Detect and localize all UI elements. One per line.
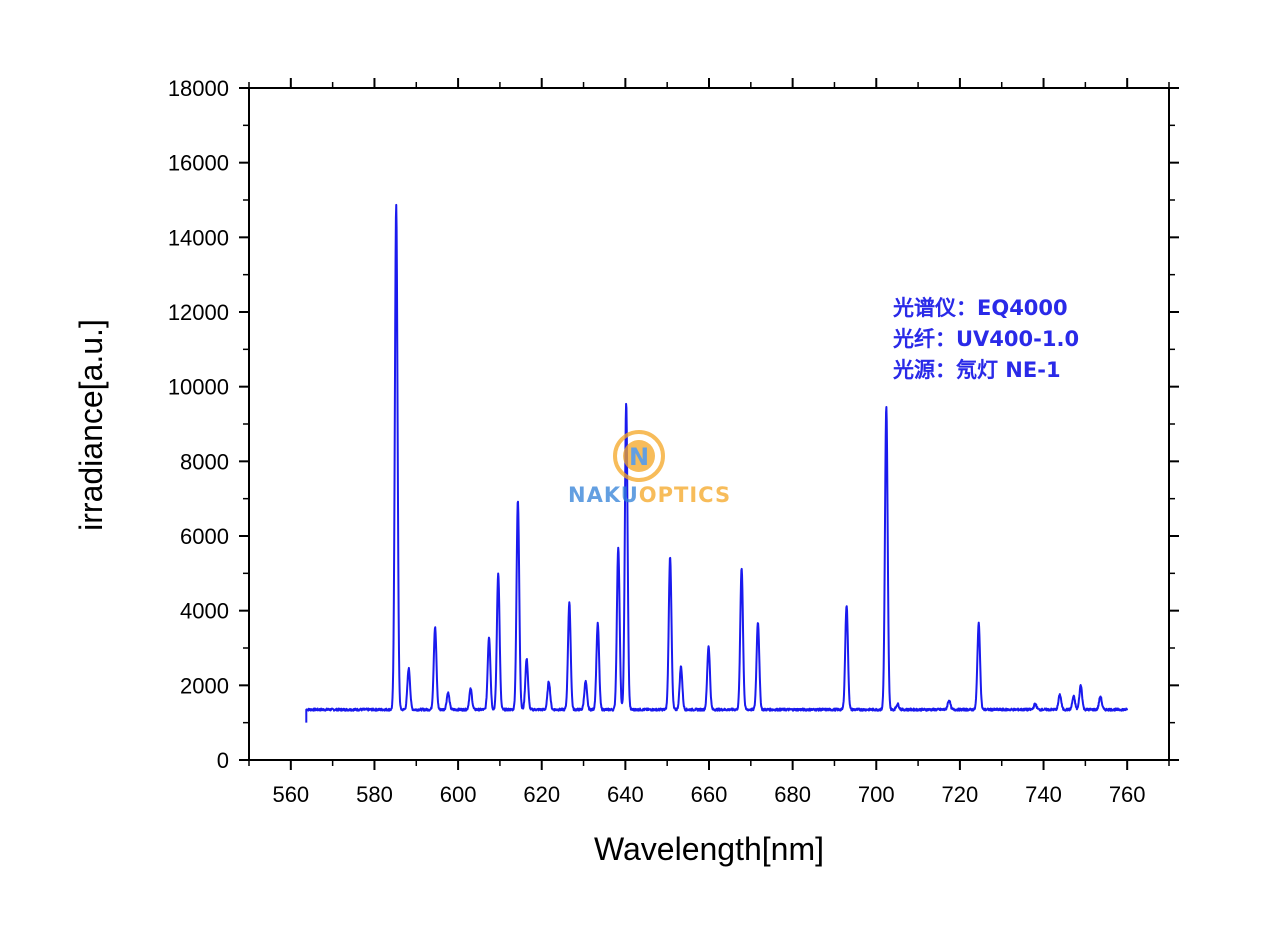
annotation-spectrometer: 光谱仪：EQ4000 [892,296,1068,320]
x-tick-label: 720 [942,782,979,807]
y-axis-title: irradiance[a.u.] [73,319,109,531]
annotation-fiber: 光纤：UV400-1.0 [892,327,1079,351]
x-tick-label: 680 [774,782,811,807]
logo-wordmark: NAKUOPTICS [568,483,731,507]
x-tick-label: 760 [1109,782,1146,807]
y-tick-label: 0 [217,748,229,773]
x-axis-ticks: 560 580 600 620 640 660 680 700 720 740 760 [248,78,1170,807]
x-tick-label: 580 [356,782,393,807]
x-tick-label: 740 [1025,782,1062,807]
y-tick-label: 8000 [180,449,229,474]
y-tick-label: 14000 [168,225,229,250]
annotation-block: 光谱仪：EQ4000 光纤：UV400-1.0 光源：氖灯 NE-1 [892,296,1079,382]
annotation-light-source: 光源：氖灯 NE-1 [892,358,1061,382]
logo-wordmark-naku: NAKU [568,483,639,507]
naku-optics-watermark: N NAKUOPTICS [568,430,731,507]
logo-wordmark-optics: OPTICS [639,483,731,507]
logo-disc-icon [623,440,655,472]
logo-letter: N [629,443,649,471]
y-tick-label: 4000 [180,599,229,624]
y-tick-label: 6000 [180,524,229,549]
x-axis-title: Wavelength[nm] [594,831,824,867]
y-tick-label: 10000 [168,375,229,400]
x-tick-label: 560 [272,782,309,807]
y-tick-label: 2000 [180,673,229,698]
x-tick-label: 620 [523,782,560,807]
logo-ring-icon [613,430,665,482]
x-tick-label: 640 [607,782,644,807]
y-tick-label: 16000 [168,151,229,176]
x-tick-label: 600 [440,782,477,807]
spectrum-line [305,203,1129,723]
y-tick-label: 12000 [168,300,229,325]
y-axis-ticks: 0 2000 4000 6000 8000 10000 12000 14000 16000 180… [168,76,1179,773]
y-tick-label: 18000 [168,76,229,101]
x-tick-label: 660 [691,782,728,807]
x-tick-label: 700 [858,782,895,807]
